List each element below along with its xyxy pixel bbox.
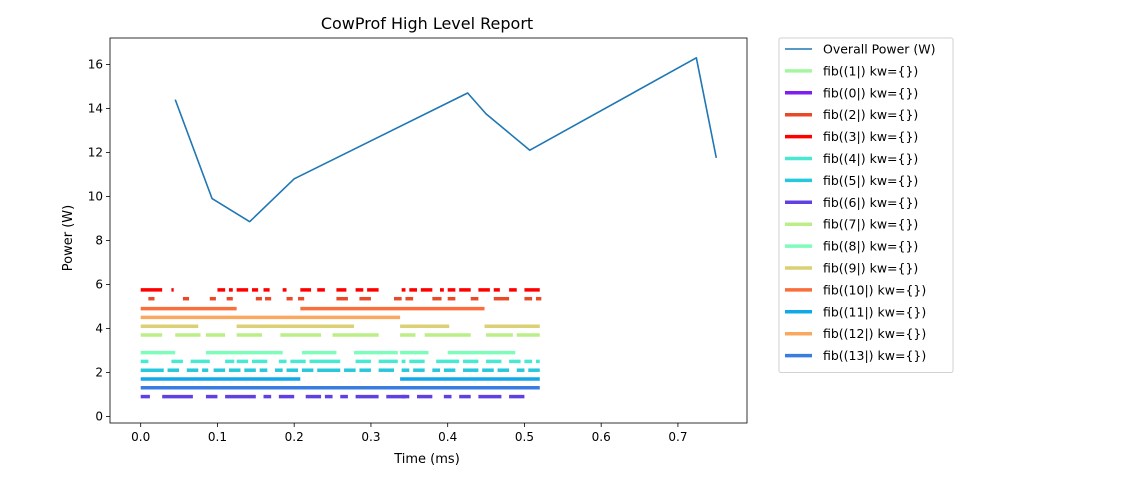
x-tick-label: 0.1: [208, 430, 227, 444]
y-tick-label: 8: [95, 233, 103, 247]
legend-label: fib((8|) kw={}): [823, 239, 918, 254]
y-tick-label: 16: [88, 57, 103, 71]
axes: 0.0 0.1 0.2 0.3 0.4 0.5 0.6 0.7 0 2 4 6 8 10 12 14 16: [88, 57, 688, 444]
legend-label: fib((10|) kw={}): [823, 282, 926, 297]
y-tick-label: 0: [95, 409, 103, 423]
x-tick-label: 0.3: [361, 430, 380, 444]
y-tick-label: 4: [95, 321, 103, 335]
legend-label: fib((3|) kw={}): [823, 129, 918, 144]
x-tick-label: 0.6: [592, 430, 611, 444]
legend-label: Overall Power (W): [823, 42, 936, 57]
y-tick-label: 6: [95, 277, 103, 291]
legend-frame: [778, 37, 954, 373]
y-axis-label: Power (W): [61, 205, 76, 271]
x-tick-label: 0.7: [668, 430, 687, 444]
power-series-marks: [174, 56, 718, 223]
legend-label: fib((0|) kw={}): [823, 85, 918, 100]
legend-label: fib((5|) kw={}): [823, 173, 918, 188]
legend: Overall Power (W) fib((1|) kw={}) fib((0|)…: [778, 37, 954, 373]
y-tick-label: 10: [88, 189, 103, 203]
legend-label: fib((9|) kw={}): [823, 261, 918, 276]
legend-label: fib((6|) kw={}): [823, 195, 918, 210]
legend-label: fib((1|) kw={}): [823, 63, 918, 78]
x-tick-label: 0.0: [131, 430, 150, 444]
legend-label: fib((12|) kw={}): [823, 326, 926, 341]
x-tick-label: 0.4: [438, 430, 457, 444]
legend-label: fib((13|) kw={}): [823, 348, 926, 363]
legend-label: fib((7|) kw={}): [823, 217, 918, 232]
power-line: [174, 56, 718, 223]
chart-title: CowProf High Level Report: [321, 14, 533, 33]
y-tick-label: 2: [95, 365, 103, 379]
legend-label: fib((11|) kw={}): [823, 304, 926, 319]
legend-label: fib((4|) kw={}): [823, 151, 918, 166]
plot-frame: [109, 37, 748, 424]
x-axis-label: Time (ms): [393, 452, 460, 467]
call-series-marks: [140, 288, 542, 399]
y-tick-label: 12: [88, 145, 103, 159]
legend-label: fib((2|) kw={}): [823, 107, 918, 122]
y-tick-label: 14: [88, 101, 103, 115]
plot-area: [109, 37, 748, 424]
x-tick-label: 0.2: [285, 430, 304, 444]
x-tick-label: 0.5: [515, 430, 534, 444]
